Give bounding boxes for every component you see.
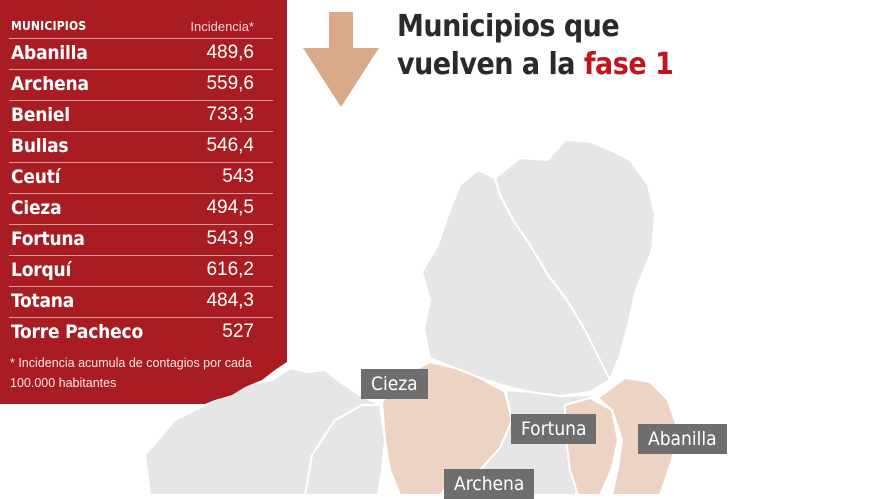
municipality-name: Beniel <box>11 104 70 126</box>
municipality-name: Ceutí <box>11 166 61 188</box>
incidence-value: 494,5 <box>206 197 254 218</box>
municipality-name: Bullas <box>11 135 69 157</box>
municipality-fortuna <box>564 397 619 495</box>
incidence-value: 527 <box>222 321 254 342</box>
page-title: Municipios que vuelven a la fase 1 <box>397 8 674 84</box>
incidence-value: 546,4 <box>206 135 254 156</box>
municipality-centre-left <box>304 404 386 495</box>
incidence-value: 484,3 <box>206 290 254 311</box>
incidence-panel: MUNICIPIOS Incidencia* Abanilla 489,6 Arc… <box>0 0 287 410</box>
incidence-value: 543,9 <box>206 228 254 249</box>
incidence-table: Abanilla 489,6 Archena 559,6 Beniel 733,3 B… <box>9 38 273 348</box>
table-row: Fortuna 543,9 <box>9 224 273 255</box>
table-row: Abanilla 489,6 <box>9 38 273 69</box>
municipality-name: Archena <box>11 73 89 95</box>
municipality-north-east <box>494 139 656 381</box>
table-row: Beniel 733,3 <box>9 100 273 131</box>
municipality-name: Cieza <box>11 197 62 219</box>
map-label-abanilla: Abanilla <box>638 424 727 454</box>
municipality-name: Lorquí <box>11 259 72 281</box>
municipality-name: Totana <box>11 290 75 312</box>
panel-background <box>0 0 287 404</box>
table-row: Totana 484,3 <box>9 286 273 317</box>
down-arrow-icon <box>303 12 379 107</box>
footnote: * Incidencia acumula de contagios por ca… <box>10 356 252 390</box>
table-header-municipios: MUNICIPIOS <box>11 19 87 33</box>
table-row: Lorquí 616,2 <box>9 255 273 286</box>
incidence-value: 733,3 <box>206 104 254 125</box>
table-row: Ceutí 543 <box>9 162 273 193</box>
municipality-name: Torre Pacheco <box>11 321 144 343</box>
title-line-2-prefix: vuelven a la <box>397 47 575 82</box>
municipality-name: Abanilla <box>11 42 88 64</box>
table-row: Cieza 494,5 <box>9 193 273 224</box>
title-accent: fase 1 <box>583 47 674 82</box>
map-label-fortuna: Fortuna <box>511 414 597 444</box>
table-row: Bullas 546,4 <box>9 131 273 162</box>
incidence-value: 559,6 <box>206 73 254 94</box>
incidence-value: 489,6 <box>206 42 254 63</box>
title-line-2: vuelven a la fase 1 <box>397 46 674 84</box>
map-label-cieza: Cieza <box>361 369 428 399</box>
title-line-1: Municipios que <box>397 9 620 44</box>
table-row: Archena 559,6 <box>9 69 273 100</box>
map-label-archena: Archena <box>444 469 535 499</box>
table-row: Torre Pacheco 527 <box>9 317 273 348</box>
table-header-incidencia: Incidencia* <box>190 19 254 34</box>
incidence-value: 616,2 <box>206 259 254 280</box>
incidence-value: 543 <box>222 166 254 187</box>
municipality-name: Fortuna <box>11 228 85 250</box>
